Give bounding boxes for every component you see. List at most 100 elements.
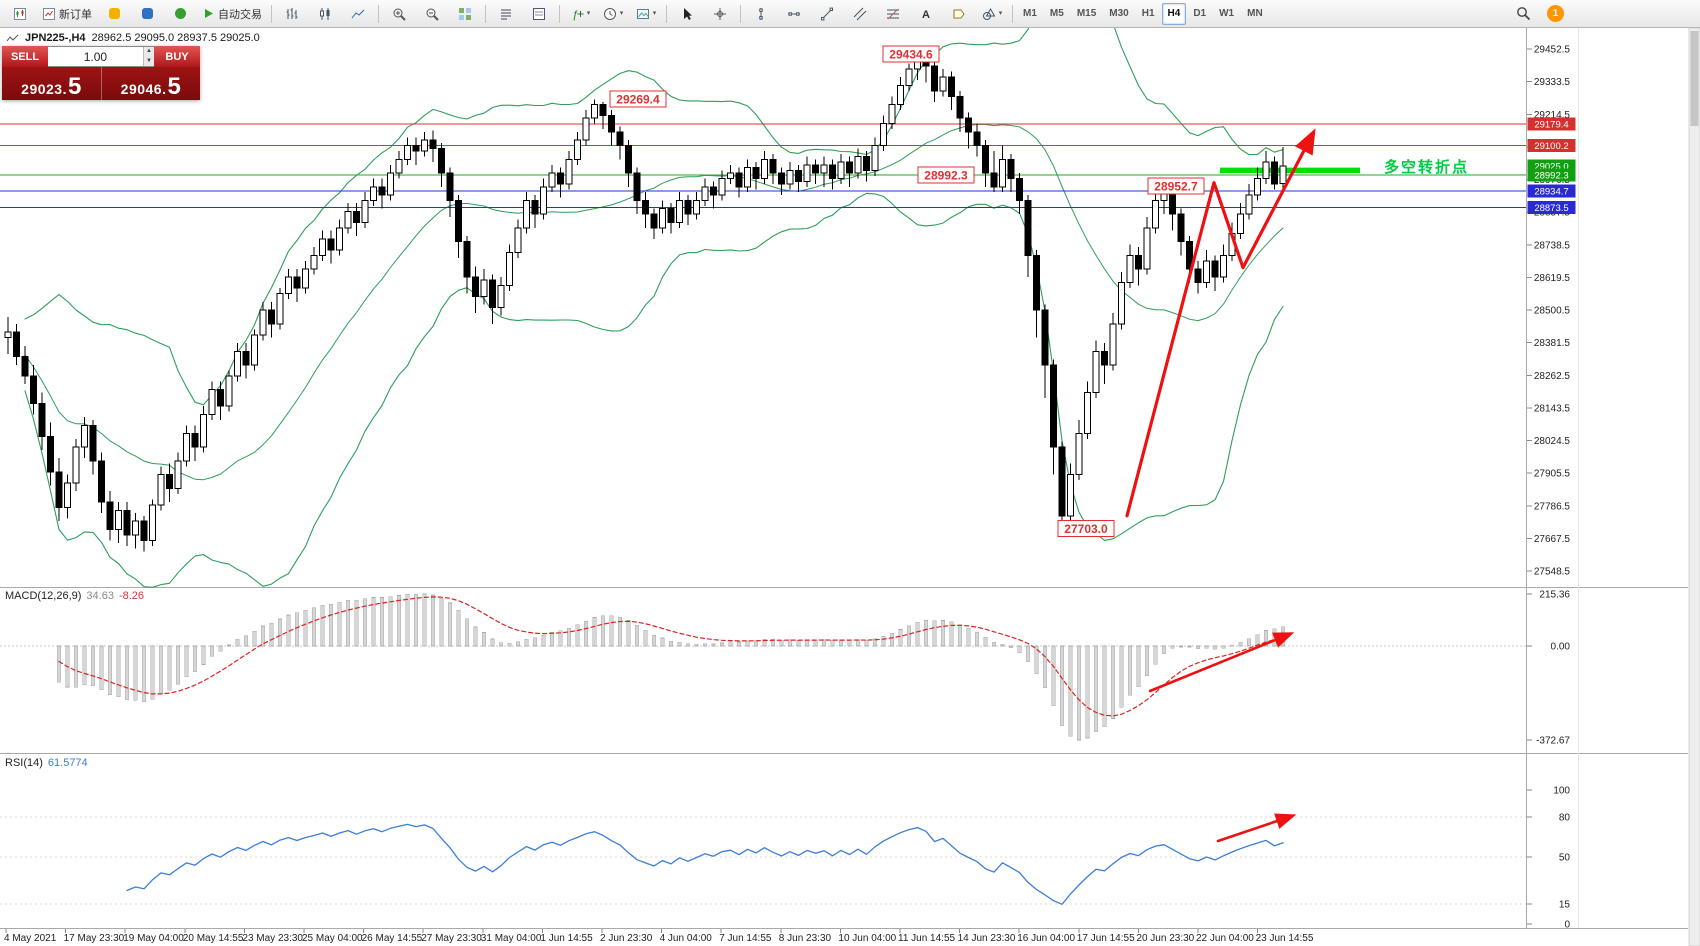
new-chart-icon[interactable]	[4, 2, 36, 26]
timeframe-m1[interactable]: M1	[1023, 8, 1037, 19]
timeframe-mn[interactable]: MN	[1247, 8, 1263, 19]
chart-header: JPN225-,H4 28962.5 29095.0 28937.5 29025…	[6, 32, 260, 44]
bar-chart-icon[interactable]	[276, 2, 308, 26]
spinner-down-icon[interactable]: ▼	[142, 56, 154, 66]
svg-text:14 Jun 23:30: 14 Jun 23:30	[958, 933, 1016, 944]
equidistant-channel-icon[interactable]	[844, 2, 876, 26]
notification-badge[interactable]: 1	[1547, 5, 1564, 22]
macd-histogram	[0, 593, 1526, 741]
timeframe-m5[interactable]: M5	[1049, 8, 1064, 19]
svg-text:20 May 14:55: 20 May 14:55	[183, 933, 244, 944]
macd-header: MACD(12,26,9) 34.63 -8.26	[5, 590, 144, 602]
timeframes-menu-icon[interactable]: ▾	[597, 2, 629, 26]
buy-button[interactable]: BUY	[154, 46, 200, 67]
rsi-levels	[0, 816, 1526, 905]
label-tool-icon[interactable]	[943, 2, 975, 26]
ohlc-readout: 28962.5 29095.0 28937.5 29025.0	[91, 32, 260, 44]
macd-name: MACD(12,26,9)	[5, 590, 82, 602]
svg-text:28024.5: 28024.5	[1534, 436, 1571, 447]
buy-price-main: 29046.	[120, 81, 167, 97]
svg-text:-372.67: -372.67	[1536, 736, 1570, 747]
svg-text:29214.5: 29214.5	[1534, 110, 1571, 121]
timeframe-h4[interactable]: H4	[1161, 2, 1187, 25]
hosting-dot-icon	[174, 8, 186, 19]
market-watch-icon[interactable]	[490, 2, 522, 26]
community-icon[interactable]	[131, 2, 163, 26]
buy-price[interactable]: 29046. 5	[102, 67, 201, 100]
timeframe-w1[interactable]: W1	[1219, 8, 1235, 19]
community-dot-icon	[141, 8, 153, 19]
data-window-icon[interactable]	[523, 2, 555, 26]
shapes-tool-icon[interactable]: ▾	[976, 2, 1008, 26]
autotrading-button[interactable]: 自动交易	[197, 2, 267, 26]
symbol-timeframe-label: JPN225-,H4	[25, 32, 86, 44]
svg-text:28381.5: 28381.5	[1534, 338, 1571, 349]
svg-text:19 May 04:00: 19 May 04:00	[123, 933, 184, 944]
svg-text:100: 100	[1553, 786, 1570, 797]
candlestick-chart-icon[interactable]	[309, 2, 341, 26]
bollinger-bands	[24, 0, 1284, 588]
horizontal-level-lines[interactable]	[0, 123, 1526, 209]
cursor-icon[interactable]	[671, 2, 703, 26]
svg-text:20 Jun 23:30: 20 Jun 23:30	[1136, 933, 1194, 944]
macd-signal-line	[58, 596, 1284, 717]
turning-point-annotation[interactable]: 多空转折点	[1384, 159, 1470, 176]
vertical-line-tool-icon[interactable]	[745, 2, 777, 26]
templates-icon[interactable]: ▾	[630, 2, 662, 26]
sell-button[interactable]: SELL	[2, 46, 48, 67]
svg-text:17 Jun 14:55: 17 Jun 14:55	[1077, 933, 1135, 944]
svg-text:23 May 23:30: 23 May 23:30	[242, 933, 303, 944]
hosting-icon[interactable]	[164, 2, 196, 26]
market-dot-icon	[108, 8, 120, 19]
autotrading-label: 自动交易	[218, 8, 262, 21]
indicators-icon[interactable]: ƒ ▾	[564, 2, 596, 26]
market-icon[interactable]	[98, 2, 130, 26]
timeframe-m30[interactable]: M30	[1109, 8, 1129, 19]
vertical-scrollbar[interactable]	[1688, 27, 1700, 946]
svg-text:29434.6: 29434.6	[889, 47, 933, 61]
toolbar-right-group: 1	[1507, 2, 1564, 26]
trend-arrow[interactable]	[1125, 128, 1316, 518]
volume-input[interactable]	[48, 47, 143, 66]
svg-text:29333.5: 29333.5	[1534, 77, 1571, 88]
trendline-tool-icon[interactable]	[811, 2, 843, 26]
svg-text:11 Jun 14:55: 11 Jun 14:55	[898, 933, 956, 944]
fibonacci-icon[interactable]	[877, 2, 909, 26]
macd-arrow[interactable]	[1148, 632, 1295, 693]
caret-down-icon: ▾	[652, 10, 657, 17]
svg-text:2 Jun 23:30: 2 Jun 23:30	[600, 933, 653, 944]
tile-windows-icon[interactable]	[449, 2, 481, 26]
svg-text:28143.5: 28143.5	[1534, 403, 1571, 414]
svg-text:29269.4: 29269.4	[616, 93, 660, 107]
svg-text:23 Jun 14:55: 23 Jun 14:55	[1256, 933, 1314, 944]
horizontal-line-tool-icon[interactable]	[778, 2, 810, 26]
svg-text:8 Jun 23:30: 8 Jun 23:30	[779, 933, 832, 944]
timeframe-m15[interactable]: M15	[1076, 8, 1097, 19]
svg-text:0: 0	[1564, 920, 1570, 931]
svg-text:27905.5: 27905.5	[1534, 469, 1571, 480]
line-chart-icon[interactable]	[342, 2, 374, 26]
one-click-trade-panel: SELL ▲ ▼ BUY 29023.5 29046.5	[2, 46, 200, 100]
text-tool-icon[interactable]: A	[910, 2, 942, 26]
new-order-button[interactable]: 新订单	[37, 2, 97, 26]
volume-spinner: ▲ ▼	[142, 47, 154, 66]
rsi-header: RSI(14) 61.5774	[5, 757, 88, 769]
main-toolbar: 新订单 自动交易 ƒ ▾ ▾ ▾ A ▾ M1 M5 M15	[0, 0, 1700, 28]
sell-price[interactable]: 29023. 5	[2, 67, 101, 100]
zoom-in-icon[interactable]	[383, 2, 415, 26]
search-icon[interactable]	[1507, 2, 1539, 26]
rsi-arrow[interactable]	[1216, 813, 1297, 843]
svg-text:4 May 2021: 4 May 2021	[4, 933, 57, 944]
timeframe-d1[interactable]: D1	[1193, 8, 1207, 19]
timeframe-h1[interactable]: H1	[1141, 8, 1155, 19]
svg-text:28873.5: 28873.5	[1534, 203, 1568, 214]
volume-control: ▲ ▼	[48, 46, 154, 67]
crosshair-icon[interactable]	[704, 2, 736, 26]
spinner-up-icon[interactable]: ▲	[142, 47, 154, 57]
svg-text:26 May 14:55: 26 May 14:55	[362, 933, 423, 944]
price-callouts[interactable]: 29434.6 29269.4 28992.3 28952.7 27703.0	[609, 45, 1205, 538]
toolbar-separator	[666, 4, 667, 23]
zoom-out-icon[interactable]	[416, 2, 448, 26]
